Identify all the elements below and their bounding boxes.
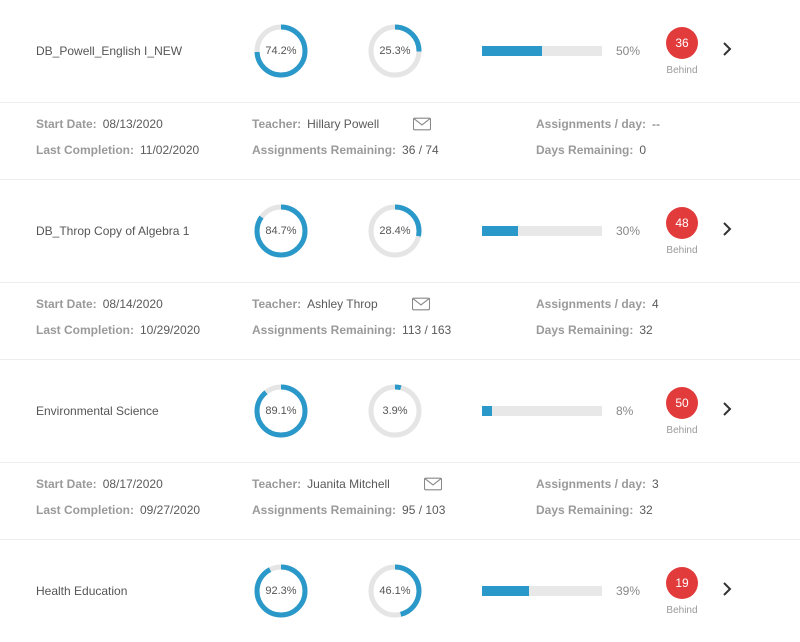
assignments-per-day-value: 3 <box>652 477 659 491</box>
course-summary-row[interactable]: Health Education 92.3% 46.1% 39% 19 Behi… <box>0 540 800 642</box>
behind-badge: 48 <box>666 207 698 239</box>
teacher-label: Teacher: <box>252 297 301 311</box>
last-completion-label: Last Completion: <box>36 323 134 337</box>
chevron-right-icon[interactable] <box>722 581 732 601</box>
progress-ring-label: 25.3% <box>366 22 424 80</box>
course-block: Environmental Science 89.1% 3.9% 8% 50 B… <box>0 359 800 539</box>
mail-icon[interactable] <box>412 297 430 311</box>
chevron-right-icon[interactable] <box>722 41 732 61</box>
last-completion-label: Last Completion: <box>36 143 134 157</box>
progress-bar-track <box>482 226 602 236</box>
progress-bar-fill <box>482 406 492 416</box>
progress-ring: 74.2% <box>252 22 310 80</box>
teacher-label: Teacher: <box>252 477 301 491</box>
course-block: DB_Throp Copy of Algebra 1 84.7% 28.4% 3… <box>0 179 800 359</box>
behind-label: Behind <box>666 605 697 616</box>
course-name: Health Education <box>36 584 252 598</box>
progress-ring: 3.9% <box>366 382 424 440</box>
assignments-per-day-label: Assignments / day: <box>536 297 646 311</box>
mail-icon[interactable] <box>413 117 431 131</box>
start-date-value: 08/13/2020 <box>103 117 163 131</box>
progress-bar-fill <box>482 226 518 236</box>
course-details: Start Date: 08/13/2020 Last Completion: … <box>0 102 800 179</box>
teacher-value: Hillary Powell <box>307 117 379 131</box>
progress-bar-area: 39% <box>482 584 652 598</box>
progress-ring: 89.1% <box>252 382 310 440</box>
behind-label: Behind <box>666 425 697 436</box>
progress-ring-label: 74.2% <box>252 22 310 80</box>
progress-bar-percent: 50% <box>616 44 640 58</box>
start-date-value: 08/17/2020 <box>103 477 163 491</box>
last-completion-value: 10/29/2020 <box>140 323 200 337</box>
start-date-label: Start Date: <box>36 297 97 311</box>
progress-ring: 46.1% <box>366 562 424 620</box>
progress-ring-label: 89.1% <box>252 382 310 440</box>
assignments-remaining-value: 36 / 74 <box>402 143 439 157</box>
progress-bar-percent: 8% <box>616 404 633 418</box>
assignments-remaining-value: 113 / 163 <box>402 323 451 337</box>
assignments-per-day-value: 4 <box>652 297 659 311</box>
progress-ring-label: 92.3% <box>252 562 310 620</box>
course-summary-row[interactable]: DB_Powell_English I_NEW 74.2% 25.3% 50% … <box>0 0 800 102</box>
assignments-per-day-label: Assignments / day: <box>536 117 646 131</box>
progress-ring: 25.3% <box>366 22 424 80</box>
days-remaining-value: 32 <box>639 503 652 517</box>
behind-badge: 36 <box>666 27 698 59</box>
assignments-remaining-label: Assignments Remaining: <box>252 143 396 157</box>
progress-bar-fill <box>482 46 542 56</box>
progress-bar-percent: 30% <box>616 224 640 238</box>
progress-ring: 28.4% <box>366 202 424 260</box>
progress-bar-track <box>482 46 602 56</box>
progress-bar-track <box>482 586 602 596</box>
progress-bar-track <box>482 406 602 416</box>
progress-bar-area: 8% <box>482 404 652 418</box>
days-remaining-label: Days Remaining: <box>536 323 633 337</box>
teacher-label: Teacher: <box>252 117 301 131</box>
progress-ring: 92.3% <box>252 562 310 620</box>
course-block: Health Education 92.3% 46.1% 39% 19 Behi… <box>0 539 800 642</box>
progress-ring-label: 28.4% <box>366 202 424 260</box>
progress-ring-label: 46.1% <box>366 562 424 620</box>
last-completion-value: 11/02/2020 <box>140 143 199 157</box>
behind-label: Behind <box>666 65 697 76</box>
course-details: Start Date: 08/14/2020 Last Completion: … <box>0 282 800 359</box>
course-summary-row[interactable]: DB_Throp Copy of Algebra 1 84.7% 28.4% 3… <box>0 180 800 282</box>
assignments-remaining-label: Assignments Remaining: <box>252 503 396 517</box>
progress-bar-area: 30% <box>482 224 652 238</box>
course-name: Environmental Science <box>36 404 252 418</box>
days-remaining-label: Days Remaining: <box>536 503 633 517</box>
course-details: Start Date: 08/17/2020 Last Completion: … <box>0 462 800 539</box>
chevron-right-icon[interactable] <box>722 221 732 241</box>
assignments-remaining-value: 95 / 103 <box>402 503 445 517</box>
days-remaining-label: Days Remaining: <box>536 143 633 157</box>
chevron-right-icon[interactable] <box>722 401 732 421</box>
course-summary-row[interactable]: Environmental Science 89.1% 3.9% 8% 50 B… <box>0 360 800 462</box>
behind-label: Behind <box>666 245 697 256</box>
start-date-label: Start Date: <box>36 477 97 491</box>
days-remaining-value: 32 <box>639 323 652 337</box>
days-remaining-value: 0 <box>639 143 646 157</box>
last-completion-label: Last Completion: <box>36 503 134 517</box>
progress-bar-area: 50% <box>482 44 652 58</box>
start-date-label: Start Date: <box>36 117 97 131</box>
progress-ring: 84.7% <box>252 202 310 260</box>
behind-badge: 50 <box>666 387 698 419</box>
assignments-remaining-label: Assignments Remaining: <box>252 323 396 337</box>
start-date-value: 08/14/2020 <box>103 297 163 311</box>
last-completion-value: 09/27/2020 <box>140 503 200 517</box>
behind-badge: 19 <box>666 567 698 599</box>
progress-bar-fill <box>482 586 529 596</box>
progress-ring-label: 3.9% <box>366 382 424 440</box>
assignments-per-day-value: -- <box>652 117 660 131</box>
progress-bar-percent: 39% <box>616 584 640 598</box>
mail-icon[interactable] <box>424 477 442 491</box>
teacher-value: Juanita Mitchell <box>307 477 390 491</box>
course-name: DB_Powell_English I_NEW <box>36 44 252 58</box>
course-name: DB_Throp Copy of Algebra 1 <box>36 224 252 238</box>
course-block: DB_Powell_English I_NEW 74.2% 25.3% 50% … <box>0 0 800 179</box>
progress-ring-label: 84.7% <box>252 202 310 260</box>
teacher-value: Ashley Throp <box>307 297 377 311</box>
assignments-per-day-label: Assignments / day: <box>536 477 646 491</box>
